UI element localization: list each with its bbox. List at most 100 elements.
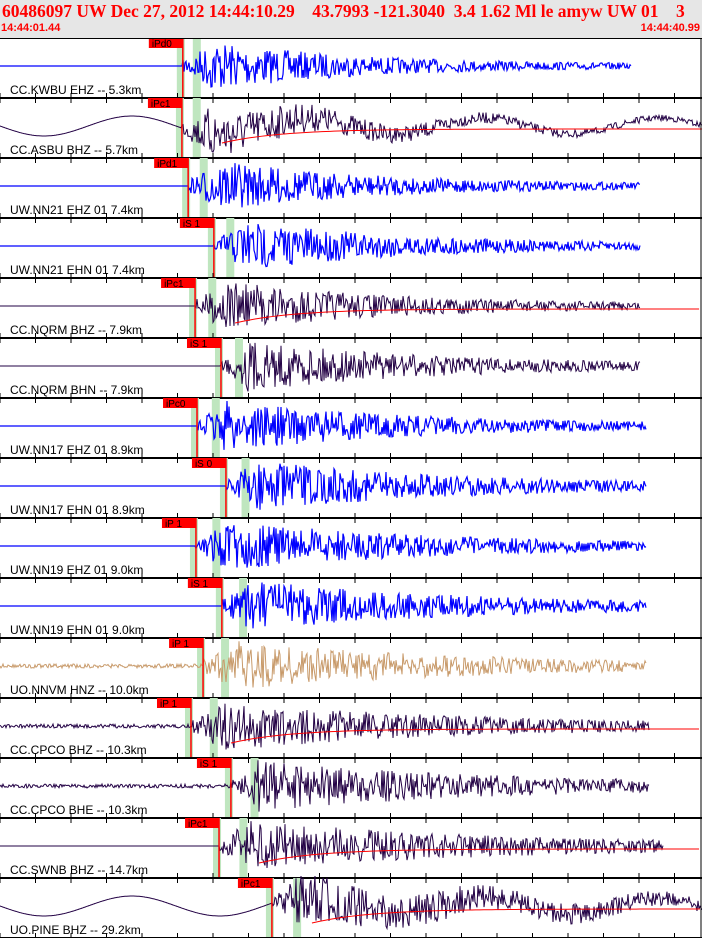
trace-row[interactable]: iS 1 CC.NQRM BHN -- 7.9km xyxy=(0,338,702,403)
trace-row[interactable]: iPc1 UO.PINE BHZ -- 29.2km xyxy=(0,875,702,938)
p-window-band xyxy=(189,518,198,578)
pick-label: iPc1 xyxy=(241,879,261,890)
pick-label: iP 1 xyxy=(160,699,177,710)
trace-row[interactable]: iS 0 UW.NN17 EHN 01 8.9km xyxy=(0,458,702,523)
pick-flag[interactable] xyxy=(237,878,272,888)
event-header: 60486097 UW Dec 27, 2012 14:44:10.29 43.… xyxy=(0,0,702,38)
p-window-band xyxy=(215,578,224,638)
channel-label: CC.NQRM BHZ -- 7.9km xyxy=(10,323,142,337)
channel-label: CC.SWNB BHZ -- 14.7km xyxy=(10,863,148,877)
p-window-band xyxy=(219,458,228,518)
pick-flag[interactable] xyxy=(196,758,231,768)
waveform xyxy=(0,163,641,208)
waveform xyxy=(0,760,650,812)
waveform xyxy=(0,400,647,450)
p-window-band xyxy=(182,158,191,218)
trace-row[interactable]: iP 1 UO.NNVM HNZ -- 10.0km xyxy=(0,638,702,703)
waveform xyxy=(0,875,702,931)
p-window-band xyxy=(265,878,274,938)
channel-label: UO.PINE BHZ -- 29.2km xyxy=(10,923,141,937)
s-window-band xyxy=(199,158,208,218)
waveform xyxy=(0,641,647,688)
pick-flag[interactable] xyxy=(147,98,182,108)
waveform xyxy=(0,463,647,510)
s-window-band xyxy=(192,38,201,98)
trace-row[interactable]: iS 1 CC.CPCO BHE -- 10.3km xyxy=(0,758,702,823)
channel-label: UW.NN21 EHZ 01 7.4km xyxy=(10,203,143,217)
pick-label: iPd0 xyxy=(152,39,172,50)
s-window-band xyxy=(239,578,248,638)
pick-label: iP 1 xyxy=(165,519,182,530)
pick-label: iS 1 xyxy=(191,579,209,590)
trace-row[interactable]: iP 1 CC.CPCO BHZ -- 10.3km xyxy=(0,698,702,763)
p-window-band xyxy=(197,638,206,698)
coda-fit-line xyxy=(258,848,700,864)
s-window-band xyxy=(192,98,201,158)
waveform xyxy=(0,342,641,392)
coda-fit-line xyxy=(311,908,700,924)
channel-label: CC.KWBU EHZ -- 5.3km xyxy=(10,83,141,97)
trace-row[interactable]: iPd0 CC.KWBU EHZ -- 5.3km xyxy=(0,38,702,103)
waveform xyxy=(0,283,641,328)
channel-label: UW.NN17 EHN 01 8.9km xyxy=(10,503,145,517)
pick-flag[interactable] xyxy=(191,458,226,468)
pick-flag[interactable] xyxy=(163,398,198,408)
channel-label: UO.NNVM HNZ -- 10.0km xyxy=(10,683,149,697)
trace-row[interactable]: iP 1 UW.NN19 EHZ 01 9.0km xyxy=(0,518,702,583)
pick-flag[interactable] xyxy=(148,38,183,48)
p-window-band xyxy=(175,98,184,158)
channel-label: UW.NN19 EHZ 01 9.0km xyxy=(10,563,143,577)
coda-fit-line xyxy=(230,728,699,744)
p-window-band xyxy=(189,278,198,338)
p-window-band xyxy=(213,818,222,878)
pick-flag[interactable] xyxy=(179,218,214,228)
pick-label: iPc1 xyxy=(164,279,184,290)
channel-label: UW.NN21 EHN 01 7.4km xyxy=(10,263,145,277)
waveform xyxy=(0,45,632,88)
pick-flag[interactable] xyxy=(185,818,220,828)
pick-flag[interactable] xyxy=(186,338,221,348)
channel-label: CC.ASBU BHZ -- 5.7km xyxy=(10,143,138,157)
pick-label: iPc1 xyxy=(188,819,208,830)
trace-row[interactable]: iPd1 UW.NN21 EHZ 01 7.4km xyxy=(0,158,702,223)
pick-label: iS 0 xyxy=(195,459,213,470)
channel-label: CC.NQRM BHN -- 7.9km xyxy=(10,383,143,397)
channel-label: CC.CPCO BHE -- 10.3km xyxy=(10,803,147,817)
end-time: 14:44:40.99 xyxy=(640,22,700,34)
p-window-band xyxy=(176,38,185,98)
pick-label: iPc0 xyxy=(166,399,186,410)
pick-flag[interactable] xyxy=(156,698,191,708)
pick-label: iP 1 xyxy=(172,639,189,650)
pick-flag[interactable] xyxy=(161,278,196,288)
seismogram-panel[interactable]: iPd0 CC.KWBU EHZ -- 5.3km iPc1 CC.ASBU BHZ … xyxy=(0,38,702,938)
trace-row[interactable]: iS 1 UW.NN21 EHN 01 7.4km xyxy=(0,218,702,283)
pick-flag[interactable] xyxy=(154,158,189,168)
s-window-band xyxy=(212,518,221,578)
coda-fit-line xyxy=(234,308,700,324)
p-window-band xyxy=(207,218,216,278)
channel-label: UW.NN17 EHZ 01 8.9km xyxy=(10,443,143,457)
trace-row[interactable]: iPc0 UW.NN17 EHZ 01 8.9km xyxy=(0,398,702,463)
pick-flag[interactable] xyxy=(187,578,222,588)
s-window-band xyxy=(226,218,235,278)
trace-row[interactable]: iPc1 CC.SWNB BHZ -- 14.7km xyxy=(0,818,702,883)
start-time: 14:44:01.44 xyxy=(1,22,61,34)
waveform xyxy=(0,525,647,568)
pick-flag[interactable] xyxy=(161,518,196,528)
pick-label: iS 1 xyxy=(190,339,208,350)
pick-label: iS 1 xyxy=(200,759,218,770)
waveform xyxy=(0,224,641,268)
event-title: 60486097 UW Dec 27, 2012 14:44:10.29 43.… xyxy=(2,1,685,21)
trace-row[interactable]: iS 1 UW.NN19 EHN 01 9.0km xyxy=(0,578,702,643)
trace-row[interactable]: iPc1 CC.ASBU BHZ -- 5.7km xyxy=(0,98,702,163)
waveform xyxy=(0,821,664,869)
s-window-band xyxy=(239,818,248,878)
pick-flag[interactable] xyxy=(169,638,204,648)
trace-row[interactable]: iPc1 CC.NQRM BHZ -- 7.9km xyxy=(0,278,702,343)
pick-label: iPd1 xyxy=(157,159,177,170)
pick-label: iS 1 xyxy=(183,219,201,230)
p-window-band xyxy=(191,398,200,458)
channel-label: UW.NN19 EHN 01 9.0km xyxy=(10,623,145,637)
p-window-band xyxy=(214,338,223,398)
coda-fit-line xyxy=(221,128,702,144)
